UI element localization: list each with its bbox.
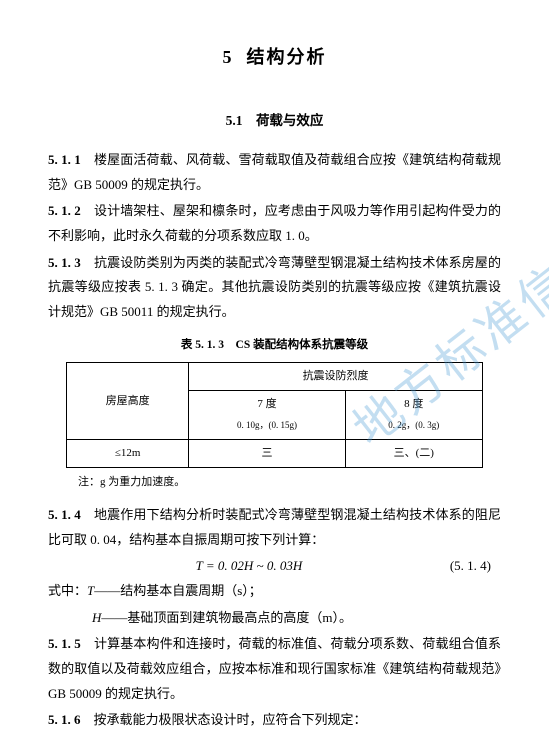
col-sub-7: 7 度 0. 10g，(0. 15g) (189, 391, 345, 440)
cell-line2: 0. 10g，(0. 15g) (237, 420, 297, 430)
col-header-height: 房屋高度 (67, 363, 189, 440)
col-header-intensity: 抗震设防烈度 (189, 363, 483, 391)
section-title: 5.1 荷载与效应 (48, 108, 501, 134)
clause-text: 地震作用下结构分析时装配式冷弯薄壁型钢混凝土结构技术体系的阻尼比可取 0. 04… (48, 507, 501, 547)
section-number: 5.1 (226, 113, 243, 128)
clause-text: 计算基本构件和连接时，荷载的标准值、荷载分项系数、荷载组合值系数的取值以及荷载效… (48, 636, 501, 700)
clause-5-1-1: 5. 1. 1 楼屋面活荷载、风荷载、雪荷载取值及荷载组合应按《建筑结构荷载规范… (48, 148, 501, 197)
where-line: H——基础顶面到建筑物最高点的高度（m）。 (48, 606, 501, 631)
where-block: 式中：T——结构基本自震周期（s）； (48, 579, 501, 604)
clause-text: 抗震设防类别为丙类的装配式冷弯薄壁型钢混凝土结构技术体系房屋的抗震等级应按表 5… (48, 255, 501, 319)
clause-num: 5. 1. 4 (48, 507, 81, 522)
table-row: 房屋高度 抗震设防烈度 (67, 363, 483, 391)
clause-5-1-4: 5. 1. 4 地震作用下结构分析时装配式冷弯薄壁型钢混凝土结构技术体系的阻尼比… (48, 503, 501, 552)
seismic-grade-table: 房屋高度 抗震设防烈度 7 度 0. 10g，(0. 15g) 8 度 0. 2… (66, 362, 483, 468)
table-row: ≤12m 三 三、(二) (67, 440, 483, 468)
formula: T = 0. 02H ~ 0. 03H (48, 554, 450, 579)
clause-5-1-3: 5. 1. 3 抗震设防类别为丙类的装配式冷弯薄壁型钢混凝土结构技术体系房屋的抗… (48, 251, 501, 325)
chapter-number: 5 (223, 47, 234, 67)
cell-height: ≤12m (67, 440, 189, 468)
where-text: ——基础顶面到建筑物最高点的高度（m）。 (101, 610, 352, 625)
cell-line1: 8 度 (404, 398, 423, 410)
document-page: 地方标准信 5 结构分析 5.1 荷载与效应 5. 1. 1 楼屋面活荷载、风荷… (0, 0, 549, 755)
formula-row: T = 0. 02H ~ 0. 03H (5. 1. 4) (48, 554, 501, 579)
clause-5-1-2: 5. 1. 2 设计墙架柱、屋架和檩条时，应考虑由于风吸力等作用引起构件受力的不… (48, 199, 501, 248)
where-symbol: H (92, 610, 101, 625)
chapter-name: 结构分析 (247, 47, 327, 67)
clause-text: 楼屋面活荷载、风荷载、雪荷载取值及荷载组合应按《建筑结构荷载规范》GB 5000… (48, 152, 501, 192)
col-sub-8: 8 度 0. 2g，(0. 3g) (345, 391, 482, 440)
clause-text: 设计墙架柱、屋架和檩条时，应考虑由于风吸力等作用引起构件受力的不利影响，此时永久… (48, 203, 501, 243)
clause-num: 5. 1. 1 (48, 152, 81, 167)
where-label: 式中： (48, 583, 87, 598)
clause-5-1-6: 5. 1. 6 按承载能力极限状态设计时，应符合下列规定： (48, 708, 501, 733)
clause-5-1-5: 5. 1. 5 计算基本构件和连接时，荷载的标准值、荷载分项系数、荷载组合值系数… (48, 632, 501, 706)
cell-line1: 7 度 (257, 398, 276, 410)
clause-num: 5. 1. 5 (48, 636, 81, 651)
cell-grade-8: 三、(二) (345, 440, 482, 468)
clause-num: 5. 1. 3 (48, 255, 81, 270)
clause-num: 5. 1. 2 (48, 203, 81, 218)
cell-grade-7: 三 (189, 440, 345, 468)
table-caption: 表 5. 1. 3 CS 装配结构体系抗震等级 (48, 335, 501, 357)
clause-num: 5. 1. 6 (48, 712, 81, 727)
cell-line2: 0. 2g，(0. 3g) (388, 420, 439, 430)
formula-number: (5. 1. 4) (450, 554, 491, 579)
chapter-title: 5 结构分析 (48, 40, 501, 74)
section-name: 荷载与效应 (256, 113, 324, 128)
where-text: ——结构基本自震周期（s）； (94, 583, 262, 598)
table-note: 注：g 为重力加速度。 (78, 472, 501, 493)
clause-text: 按承载能力极限状态设计时，应符合下列规定： (94, 712, 367, 727)
